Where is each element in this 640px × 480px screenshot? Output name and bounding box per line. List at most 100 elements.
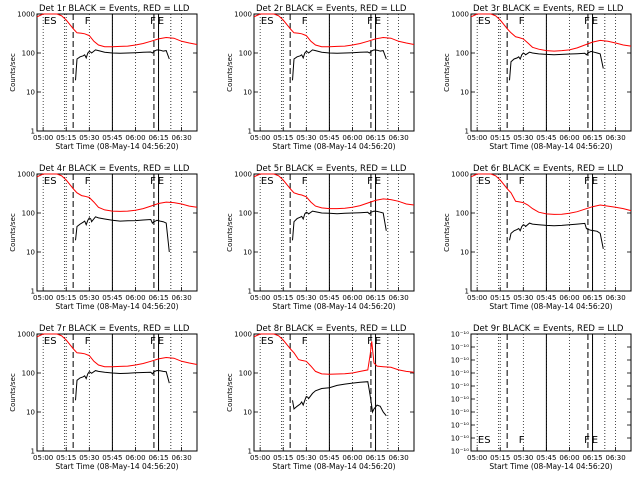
chart-title: Det 7r BLACK = Events, RED = LLD — [39, 324, 190, 334]
x-tick-label: 05:30 — [513, 294, 533, 302]
y-tick-label: 10⁻¹⁰ — [451, 396, 469, 404]
y-tick-label: 10 — [26, 249, 35, 257]
phase-marker-e: E — [375, 16, 381, 27]
phase-marker-es: ES — [478, 16, 491, 27]
phase-marker-es: ES — [478, 176, 491, 187]
x-tick-label: 05:30 — [79, 294, 99, 302]
y-axis-label: Counts/sec — [443, 213, 451, 252]
y-tick-label: 1 — [31, 128, 35, 136]
x-tick-label: 05:30 — [513, 134, 533, 142]
panel-det-9: Det 9r BLACK = Events, RED = LLD 10⁻¹⁰ 10⁻… — [451, 324, 632, 471]
x-tick-label: 06:15 — [582, 294, 602, 302]
chart-title: Det 9r BLACK = Events, RED = LLD — [473, 324, 624, 334]
y-tick-label: 10⁻¹⁰ — [451, 344, 469, 352]
phase-marker-f: F — [584, 176, 590, 187]
chart-title: Det 2r BLACK = Events, RED = LLD — [256, 4, 407, 14]
y-axis-label: Counts/sec — [226, 53, 234, 92]
phase-marker-es: ES — [261, 176, 274, 187]
x-tick-label: 05:30 — [296, 294, 316, 302]
phase-marker-e: E — [592, 16, 598, 27]
phase-marker-f: F — [85, 176, 91, 187]
x-tick-label: 06:15 — [365, 134, 385, 142]
y-tick-label: 100 — [22, 50, 35, 58]
x-tick-label: 05:45 — [319, 134, 339, 142]
x-tick-label: 05:15 — [273, 134, 293, 142]
phase-marker-es: ES — [261, 336, 274, 347]
y-tick-label: 1000 — [17, 171, 35, 179]
series-events-line — [509, 50, 604, 81]
y-tick-label: 100 — [22, 210, 35, 218]
y-tick-label: 1000 — [451, 171, 469, 179]
panel-det-7: Det 7r BLACK = Events, RED = LLD 1 10 100 10… — [9, 324, 198, 471]
x-tick-label: 05:30 — [513, 454, 533, 462]
phase-marker-f: F — [150, 16, 156, 27]
x-tick-label: 05:00 — [467, 454, 487, 462]
phase-marker-f: F — [150, 176, 156, 187]
phase-marker-f: F — [85, 336, 91, 347]
y-tick-label: 1 — [465, 288, 469, 296]
x-axis-label: Start Time (08-May-14 04:56:20) — [489, 302, 612, 311]
phase-marker-e: E — [158, 176, 164, 187]
x-tick-label: 05:00 — [33, 454, 53, 462]
x-tick-label: 05:30 — [79, 454, 99, 462]
x-tick-label: 06:00 — [125, 294, 145, 302]
x-tick-label: 05:00 — [250, 134, 270, 142]
x-tick-label: 06:00 — [342, 134, 362, 142]
panel-det-3: Det 3r BLACK = Events, RED = LLD 1 10 100 10… — [443, 4, 632, 151]
x-tick-label: 05:00 — [250, 294, 270, 302]
panel-det-2: Det 2r BLACK = Events, RED = LLD 1 10 100 10… — [226, 4, 415, 151]
x-tick-label: 06:30 — [606, 454, 626, 462]
phase-marker-e: E — [158, 16, 164, 27]
chart-title: Det 3r BLACK = Events, RED = LLD — [473, 4, 624, 14]
y-tick-label: 10⁻¹⁰ — [451, 357, 469, 365]
plot-frame — [470, 333, 632, 452]
phase-marker-e: E — [375, 176, 381, 187]
x-tick-label: 05:45 — [536, 134, 556, 142]
x-tick-label: 06:00 — [125, 454, 145, 462]
plot-frame — [36, 333, 198, 452]
plot-frame — [470, 173, 632, 292]
phase-marker-es: ES — [261, 16, 274, 27]
x-tick-label: 05:30 — [296, 454, 316, 462]
plot-frame — [36, 13, 198, 132]
x-tick-label: 05:45 — [102, 454, 122, 462]
panel-det-6: Det 6r BLACK = Events, RED = LLD 1 10 100 10… — [443, 164, 632, 311]
series-lld-line — [36, 333, 198, 368]
y-tick-label: 10⁻¹⁰ — [451, 422, 469, 430]
y-tick-label: 10 — [243, 249, 252, 257]
y-tick-label: 10 — [460, 249, 469, 257]
x-tick-label: 06:00 — [125, 134, 145, 142]
x-axis-label: Start Time (08-May-14 04:56:20) — [55, 302, 178, 311]
y-tick-label: 1 — [248, 288, 252, 296]
x-tick-label: 06:15 — [148, 294, 168, 302]
x-tick-label: 06:15 — [582, 134, 602, 142]
y-axis-label: Counts/sec — [226, 373, 234, 412]
x-tick-label: 05:15 — [273, 454, 293, 462]
series-lld-line — [470, 13, 632, 52]
x-axis-label: Start Time (08-May-14 04:56:20) — [272, 142, 395, 151]
chart-title: Det 5r BLACK = Events, RED = LLD — [256, 164, 407, 174]
x-tick-label: 06:15 — [148, 454, 168, 462]
x-tick-label: 05:15 — [56, 294, 76, 302]
series-lld-line — [253, 173, 415, 210]
panel-det-4: Det 4r BLACK = Events, RED = LLD 1 10 100 10… — [9, 164, 198, 311]
series-lld-line — [36, 13, 198, 48]
series-events-line — [292, 381, 387, 417]
y-tick-label: 10⁻¹⁰ — [451, 383, 469, 391]
x-axis-label: Start Time (08-May-14 04:56:20) — [489, 462, 612, 471]
x-tick-label: 06:00 — [559, 454, 579, 462]
phase-marker-es: ES — [44, 176, 57, 187]
series-events-line — [75, 216, 170, 253]
y-tick-label: 10 — [26, 409, 35, 417]
series-events-line — [509, 222, 604, 249]
x-tick-label: 06:30 — [172, 134, 192, 142]
chart-title: Det 8r BLACK = Events, RED = LLD — [256, 324, 407, 334]
y-tick-label: 100 — [22, 370, 35, 378]
plot-frame — [470, 13, 632, 132]
phase-marker-e: E — [592, 176, 598, 187]
phase-marker-f: F — [85, 16, 91, 27]
phase-marker-f: F — [367, 336, 373, 347]
x-axis-label: Start Time (08-May-14 04:56:20) — [489, 142, 612, 151]
x-axis-label: Start Time (08-May-14 04:56:20) — [55, 142, 178, 151]
y-tick-label: 10⁻¹⁰ — [451, 435, 469, 443]
